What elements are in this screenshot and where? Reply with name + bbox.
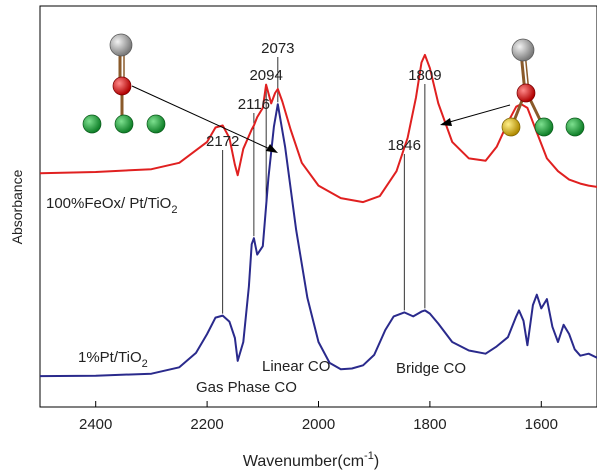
x-tick-label: 2200 [190,416,223,433]
bridge-co-molecule-icon [501,38,585,137]
spectra-series [39,53,597,378]
x-axis-ticks: 2400 2200 2000 1800 1600 [79,401,558,433]
y-axis-title: Absorbance [9,169,25,244]
peak-labels: 2172 2116 2094 2073 1846 1809 [206,40,442,154]
arrow-linear-head [266,144,278,153]
arrow-linear-site [131,85,273,151]
series-label-feox: 100%FeOx/ Pt/TiO2 [46,195,177,216]
x-axis-title: Wavenumber(cm-1) [243,450,379,470]
annotation-bridge-co: Bridge CO [396,360,466,377]
x-tick-label: 1600 [525,416,558,433]
series-line-feox-pt-tio2 [39,53,597,204]
linear-co-molecule-icon [82,33,166,134]
arrow-bridge-head [440,118,452,126]
arrow-bridge-site [445,104,511,124]
peak-label: 1846 [388,137,421,154]
x-tick-label: 2000 [302,416,335,433]
series-line-pt-tio2 [39,103,597,378]
peak-label: 1809 [408,67,441,84]
x-tick-label: 1800 [413,416,446,433]
peak-label: 2094 [249,67,282,84]
x-tick-label: 2400 [79,416,112,433]
peak-label: 2116 [238,96,270,113]
peak-label: 2172 [206,133,239,150]
annotation-linear-co: Linear CO [262,358,330,375]
series-label-pt: 1%Pt/TiO2 [78,349,148,370]
peak-guide-lines [222,57,426,314]
peak-label: 2073 [261,40,294,57]
annotation-gas-phase-co: Gas Phase CO [196,379,297,396]
